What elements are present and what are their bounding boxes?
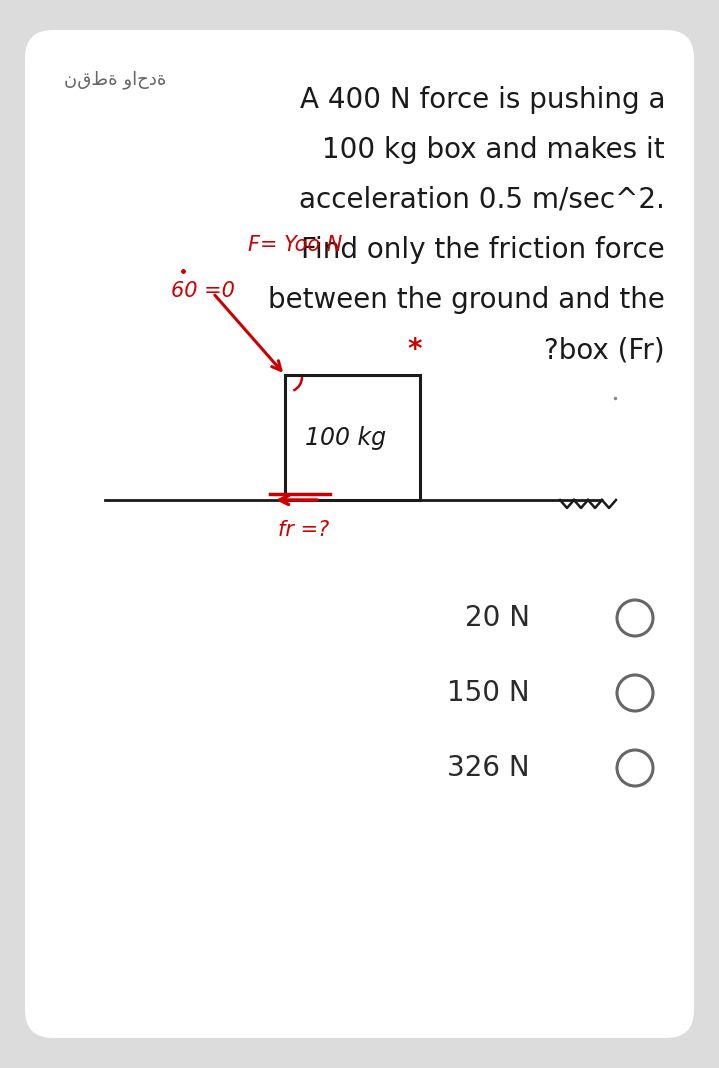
- Text: F= Yoo N: F= Yoo N: [248, 235, 342, 255]
- FancyBboxPatch shape: [25, 30, 694, 1038]
- Text: 60 =0: 60 =0: [171, 281, 235, 301]
- Bar: [285, 375, 420, 500]
- Text: ?box (Fr): ?box (Fr): [544, 336, 665, 364]
- Text: 326 N: 326 N: [447, 754, 530, 782]
- Text: between the ground and the: between the ground and the: [268, 286, 665, 314]
- Text: 150 N: 150 N: [447, 679, 530, 707]
- Text: fr =?: fr =?: [278, 520, 329, 540]
- Text: acceleration 0.5 m/sec^2.: acceleration 0.5 m/sec^2.: [299, 186, 665, 214]
- Text: 100 kg box and makes it: 100 kg box and makes it: [322, 136, 665, 164]
- Text: 20 N: 20 N: [465, 604, 530, 632]
- Text: *: *: [407, 336, 421, 364]
- Text: نقطة واحدة: نقطة واحدة: [64, 70, 166, 90]
- Text: 100 kg: 100 kg: [305, 425, 386, 450]
- Text: A 400 N force is pushing a: A 400 N force is pushing a: [300, 87, 665, 114]
- Text: Find only the friction force: Find only the friction force: [301, 236, 665, 264]
